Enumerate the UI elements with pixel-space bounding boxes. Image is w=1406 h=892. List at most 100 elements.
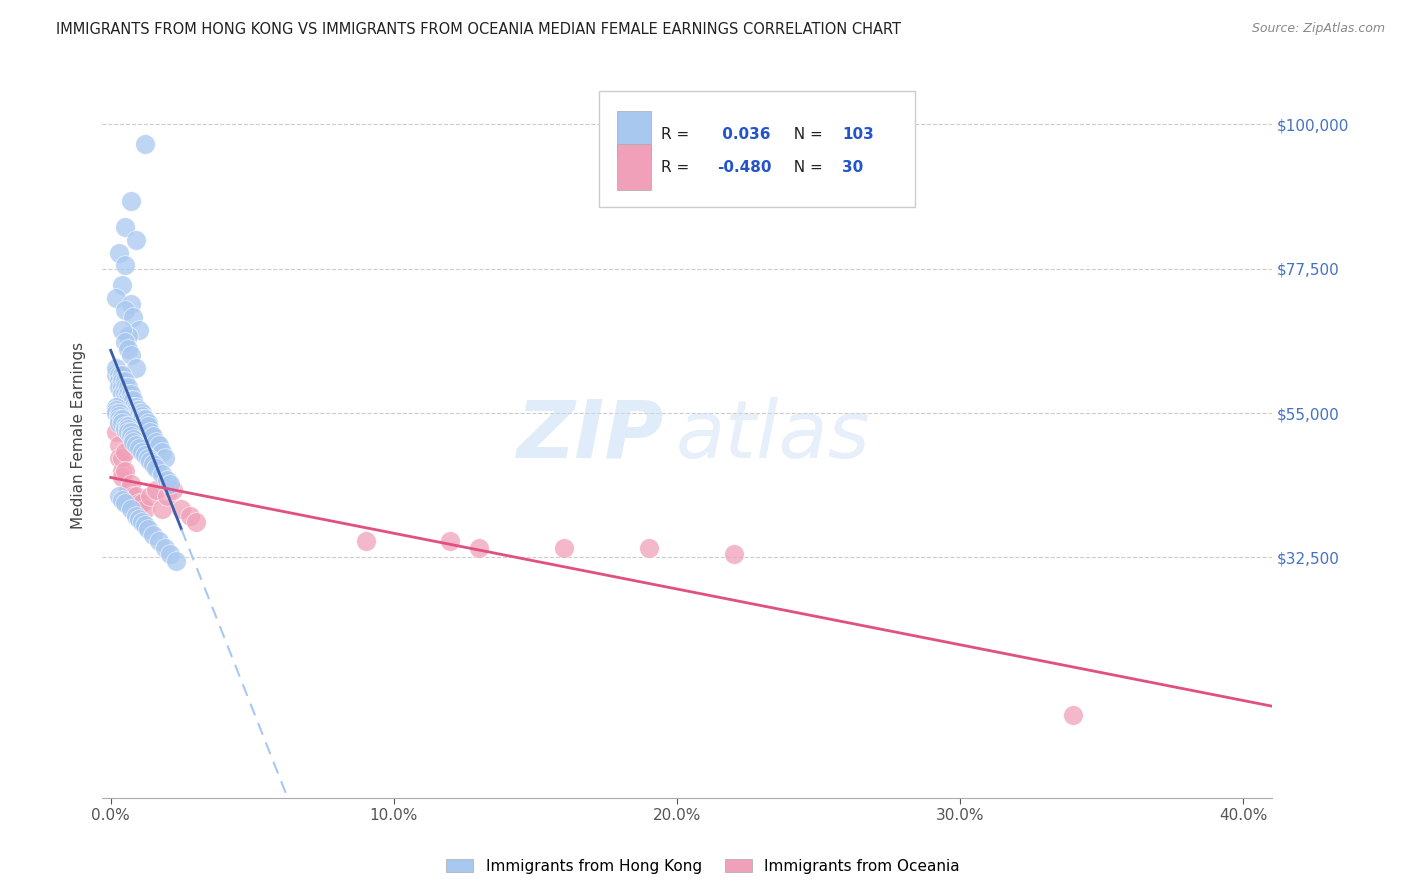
Point xyxy=(114,303,136,318)
Point xyxy=(108,406,131,420)
Text: 30: 30 xyxy=(842,160,863,175)
Point xyxy=(125,402,148,417)
Point xyxy=(145,434,167,449)
Point xyxy=(122,393,145,408)
Point xyxy=(117,422,139,436)
Point xyxy=(105,400,128,414)
Point xyxy=(111,492,134,507)
Point xyxy=(114,335,136,350)
Text: ZIP: ZIP xyxy=(516,397,664,475)
Point xyxy=(114,393,136,408)
Point xyxy=(108,416,131,430)
Point xyxy=(120,502,142,516)
Point xyxy=(134,136,156,151)
Point xyxy=(117,386,139,401)
Point xyxy=(354,534,377,549)
Legend: Immigrants from Hong Kong, Immigrants from Oceania: Immigrants from Hong Kong, Immigrants fr… xyxy=(440,853,966,880)
Text: N =: N = xyxy=(785,128,828,142)
Y-axis label: Median Female Earnings: Median Female Earnings xyxy=(72,342,86,529)
Text: atlas: atlas xyxy=(675,397,870,475)
Point xyxy=(136,416,159,430)
Point xyxy=(142,458,165,472)
Point xyxy=(108,368,131,382)
Point xyxy=(134,418,156,433)
Point xyxy=(117,400,139,414)
Point xyxy=(114,380,136,394)
Text: -0.480: -0.480 xyxy=(717,160,772,175)
Text: Source: ZipAtlas.com: Source: ZipAtlas.com xyxy=(1251,22,1385,36)
Point xyxy=(114,496,136,510)
Point xyxy=(125,508,148,523)
Point xyxy=(108,450,131,465)
Point xyxy=(117,425,139,440)
Point xyxy=(148,534,170,549)
Point xyxy=(125,438,148,452)
Point xyxy=(120,425,142,440)
Point xyxy=(153,541,176,555)
Point xyxy=(136,522,159,536)
Point xyxy=(117,483,139,497)
Point xyxy=(128,442,150,456)
Point xyxy=(145,483,167,497)
Point xyxy=(128,323,150,337)
Point xyxy=(156,474,179,488)
Point xyxy=(105,425,128,440)
Point xyxy=(128,409,150,424)
Point xyxy=(145,460,167,475)
Point xyxy=(120,297,142,311)
Point xyxy=(108,409,131,424)
Text: R =: R = xyxy=(661,128,695,142)
Point xyxy=(150,467,173,481)
Point xyxy=(179,508,201,523)
Point xyxy=(108,490,131,504)
Text: 103: 103 xyxy=(842,128,875,142)
Point xyxy=(159,476,181,491)
Point xyxy=(111,416,134,430)
Point xyxy=(120,476,142,491)
Point xyxy=(637,541,659,555)
Point xyxy=(136,450,159,465)
Point xyxy=(111,450,134,465)
Point xyxy=(170,502,193,516)
Point xyxy=(111,368,134,382)
Point xyxy=(134,502,156,516)
Point xyxy=(156,490,179,504)
Point xyxy=(111,323,134,337)
Point xyxy=(117,393,139,408)
Point xyxy=(125,233,148,247)
Point xyxy=(131,409,153,424)
Point xyxy=(128,406,150,420)
Point xyxy=(131,412,153,426)
Point xyxy=(117,342,139,356)
Point xyxy=(111,464,134,478)
Point xyxy=(117,380,139,394)
Point xyxy=(111,374,134,388)
Point xyxy=(122,432,145,446)
Point xyxy=(114,422,136,436)
Point xyxy=(114,259,136,273)
Point xyxy=(105,291,128,305)
Point xyxy=(122,490,145,504)
Point xyxy=(108,412,131,426)
Point xyxy=(105,402,128,417)
Point xyxy=(120,348,142,362)
Point xyxy=(136,418,159,433)
Point xyxy=(114,219,136,234)
Point xyxy=(142,528,165,542)
Point xyxy=(122,310,145,324)
Point xyxy=(184,515,207,529)
Point xyxy=(553,541,575,555)
Point xyxy=(128,512,150,526)
FancyBboxPatch shape xyxy=(599,91,915,207)
Point xyxy=(128,402,150,417)
Point xyxy=(122,434,145,449)
Point xyxy=(111,277,134,292)
Point xyxy=(105,406,128,420)
Point xyxy=(165,554,187,568)
Point xyxy=(125,400,148,414)
FancyBboxPatch shape xyxy=(617,112,651,158)
Point xyxy=(108,438,131,452)
Point xyxy=(134,412,156,426)
Point xyxy=(128,496,150,510)
Point xyxy=(131,406,153,420)
